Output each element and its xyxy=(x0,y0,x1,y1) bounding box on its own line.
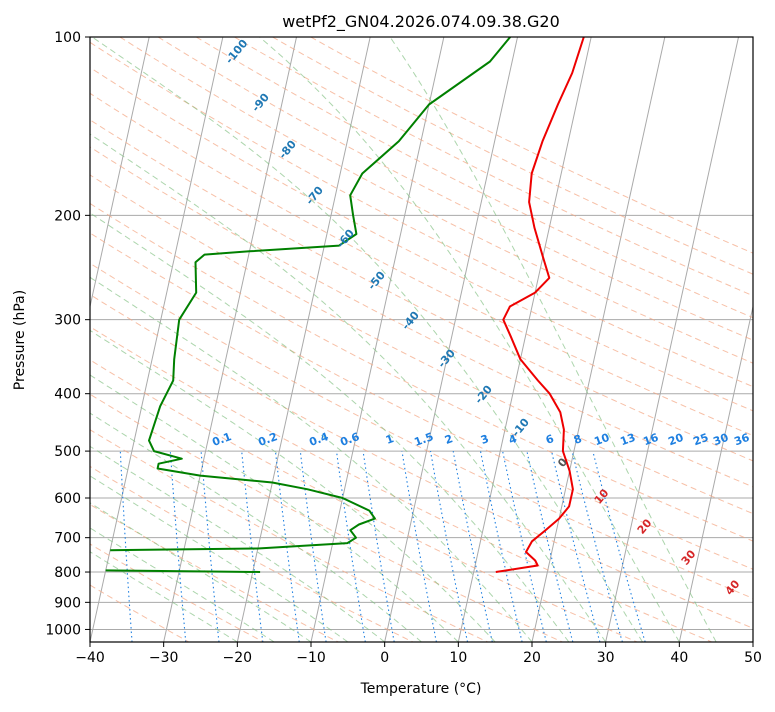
y-tick-label: 900 xyxy=(54,595,81,611)
x-tick-label: −30 xyxy=(149,650,179,666)
y-tick-label: 700 xyxy=(54,531,81,547)
x-tick-label: 0 xyxy=(380,650,389,666)
x-tick-label: 30 xyxy=(597,650,615,666)
x-tick-label: −20 xyxy=(223,650,253,666)
y-tick-label: 100 xyxy=(54,30,81,46)
y-tick-label: 500 xyxy=(54,444,81,460)
y-axis-label: Pressure (hPa) xyxy=(12,290,28,390)
x-tick-label: 40 xyxy=(670,650,688,666)
y-tick-label: 1000 xyxy=(45,622,81,638)
y-tick-label: 400 xyxy=(54,387,81,403)
y-tick-label: 600 xyxy=(54,491,81,507)
chart-title: wetPf2_GN04.2026.074.09.38.G20 xyxy=(282,12,560,32)
y-tick-label: 800 xyxy=(54,565,81,581)
y-tick-label: 300 xyxy=(54,313,81,329)
x-tick-label: 20 xyxy=(523,650,541,666)
x-axis-label: Temperature (°C) xyxy=(360,681,482,697)
x-tick-label: −10 xyxy=(296,650,326,666)
y-tick-label: 200 xyxy=(54,208,81,224)
x-tick-label: −40 xyxy=(75,650,105,666)
x-tick-label: 10 xyxy=(449,650,467,666)
x-tick-label: 50 xyxy=(744,650,762,666)
